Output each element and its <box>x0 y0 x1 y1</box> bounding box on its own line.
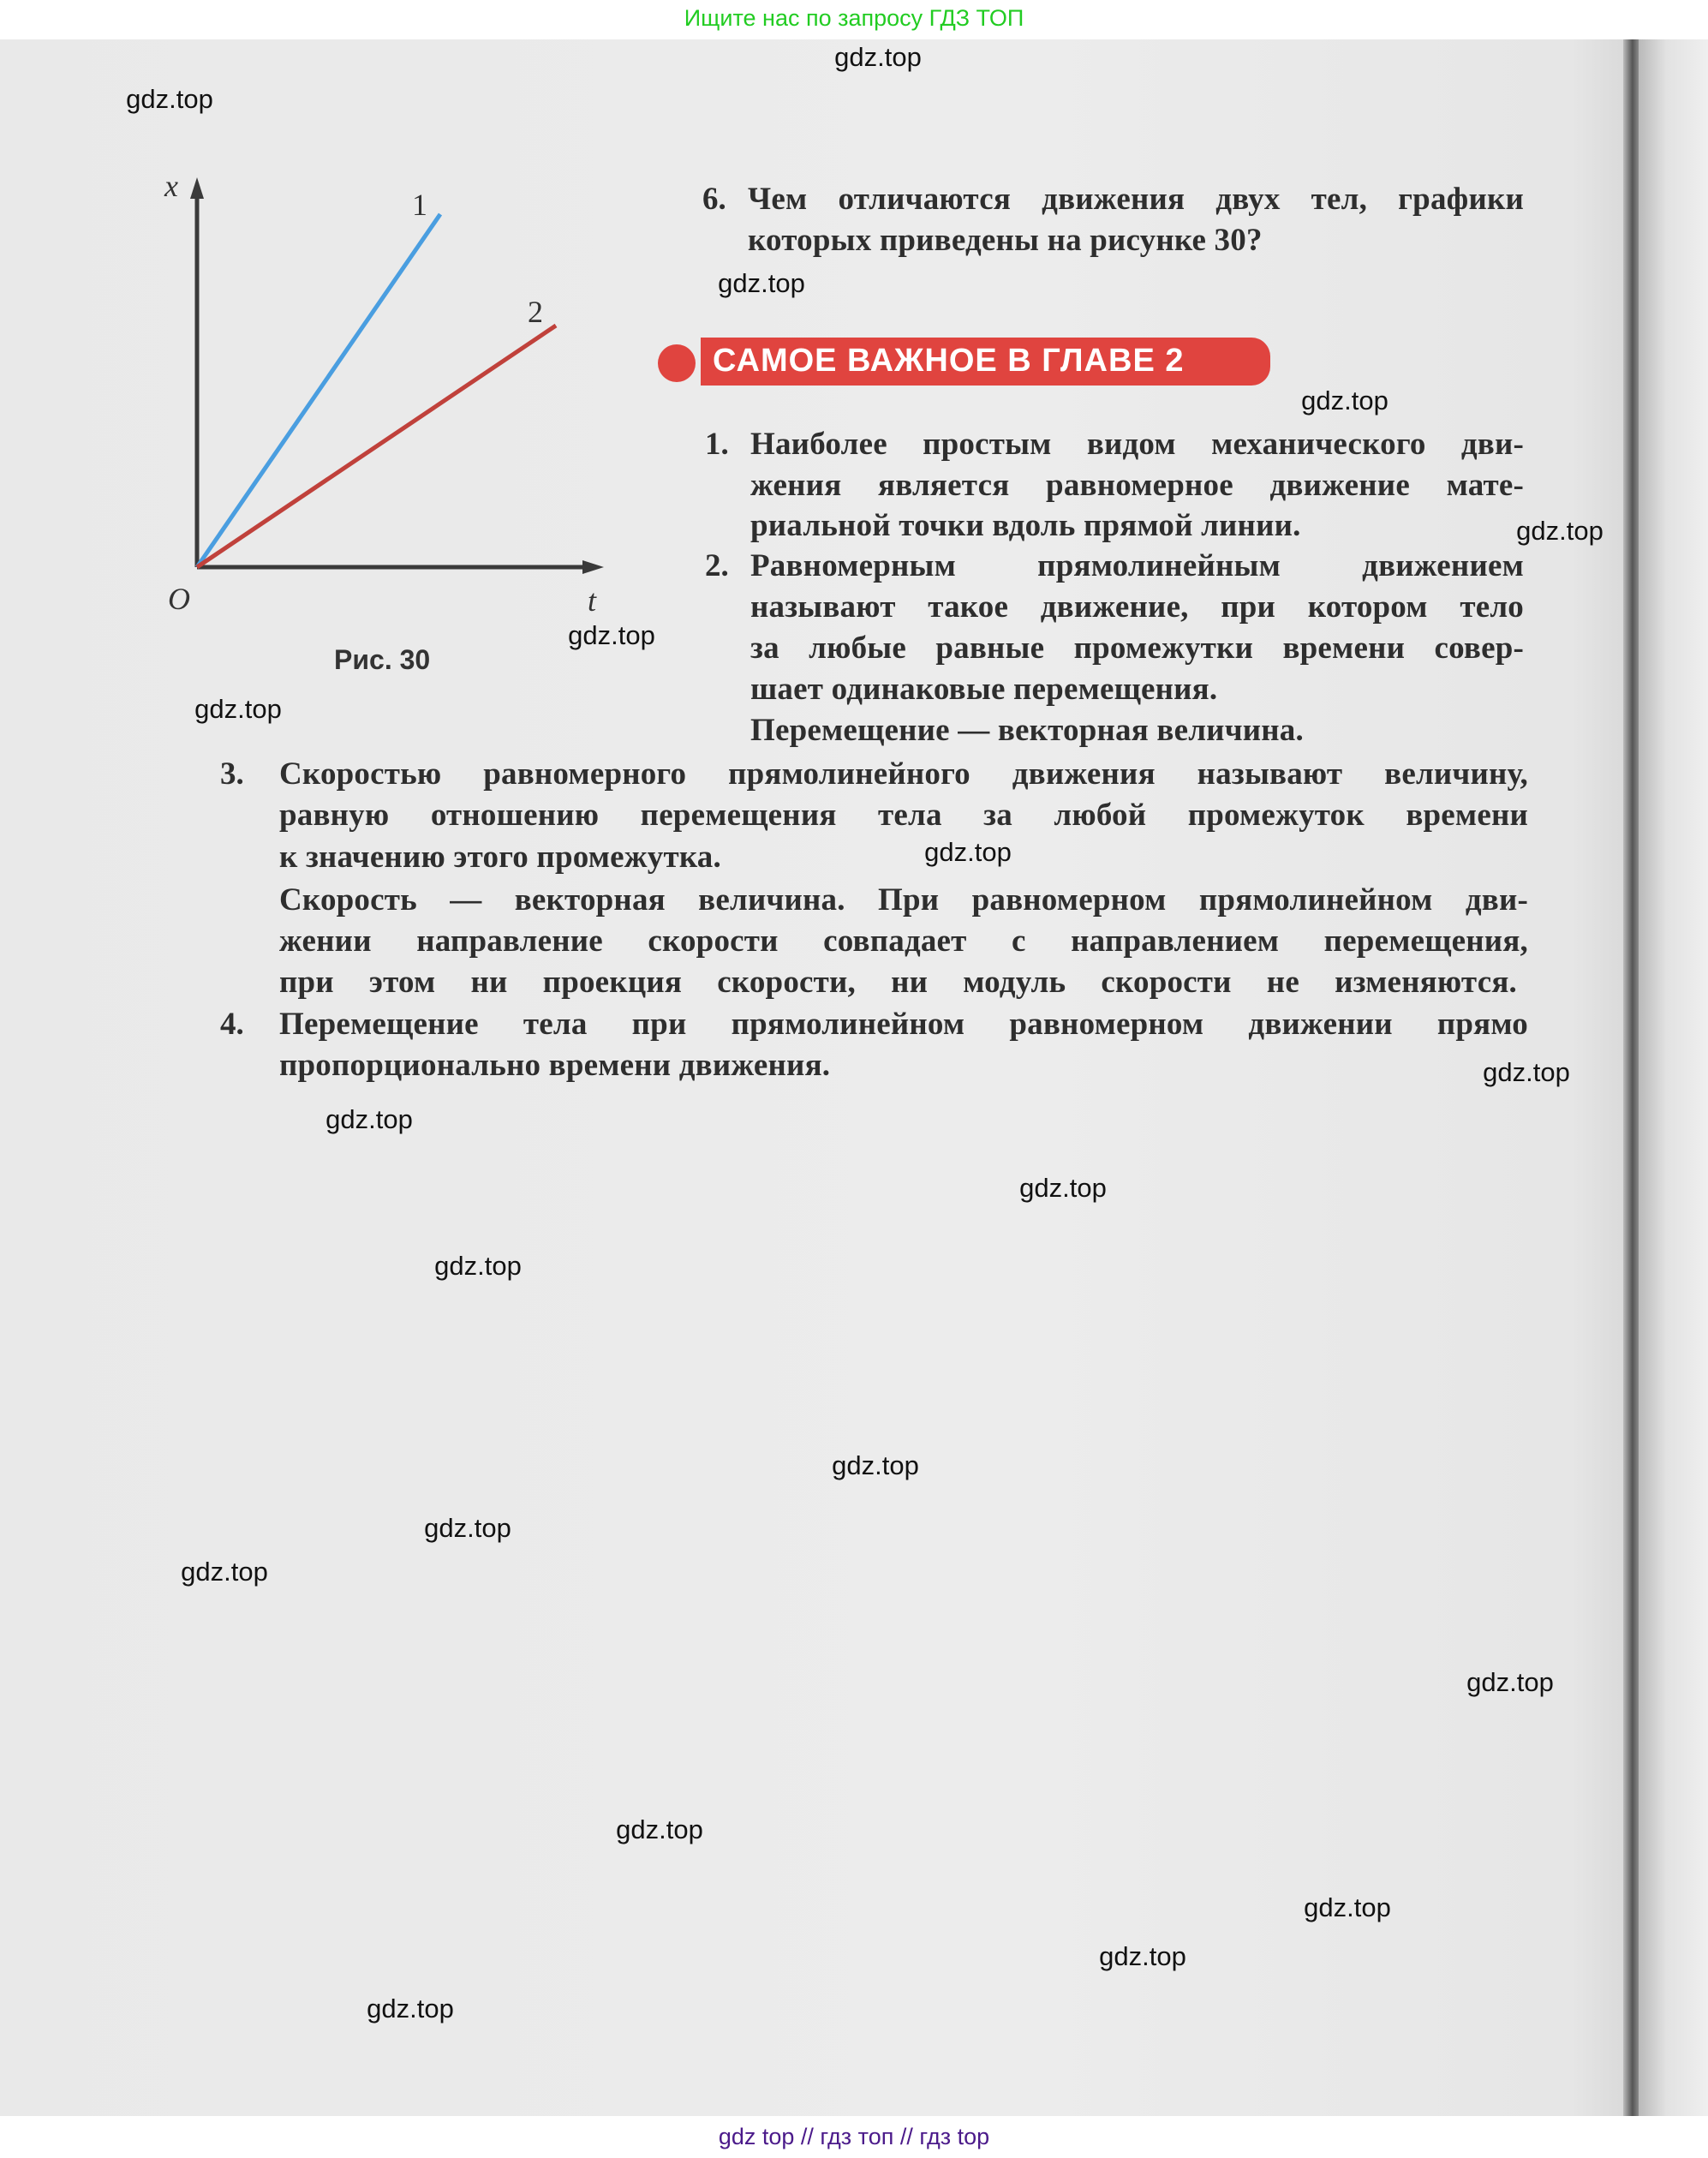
watermark: gdz.top <box>181 1557 268 1587</box>
watermark: gdz.top <box>1099 1941 1186 1971</box>
question-number: 6. <box>702 182 726 217</box>
question-line: которых приведены на рисунке 30? <box>748 223 1263 258</box>
watermark: gdz.top <box>424 1513 511 1543</box>
watermark: gdz.top <box>325 1104 413 1134</box>
point-line: Равномерным прямолинейным движением <box>750 548 1524 583</box>
watermark: gdz.top <box>616 1814 703 1844</box>
watermark: gdz.top <box>194 694 282 724</box>
point-line: к значению этого промежутка. <box>279 840 721 875</box>
footer-text[interactable]: gdz top // гдз топ // гдз top <box>718 2124 990 2149</box>
textbook-page <box>0 39 1708 2116</box>
point-line: Скорость — векторная величина. При равно… <box>279 882 1528 918</box>
x-axis-label: t <box>588 583 597 618</box>
top-search-banner: Ищите нас по запросу ГДЗ ТОП <box>0 0 1708 39</box>
footer-banner: gdz top // гдз топ // гдз top <box>0 2116 1708 2158</box>
watermark: gdz.top <box>1466 1667 1554 1697</box>
point-line: жения является равномерное движение мате… <box>750 468 1524 503</box>
graph-line-2 <box>195 323 558 570</box>
watermark: gdz.top <box>1019 1173 1107 1203</box>
point-line: Перемещение — векторная величина. <box>750 713 1304 748</box>
point-line: называют такое движение, при котором тел… <box>750 589 1524 625</box>
adjacent-page-strip <box>1639 39 1708 2116</box>
question-line: Чем отличаются движения двух тел, график… <box>748 182 1524 217</box>
point-line: Наиболее простым видом механического дви… <box>750 427 1524 462</box>
watermark: gdz.top <box>434 1251 522 1281</box>
point-line: шает одинаковые перемещения. <box>750 672 1218 707</box>
figure-30-graph <box>190 177 604 574</box>
x-axis-arrow <box>582 560 604 574</box>
y-axis-arrow <box>190 177 204 199</box>
y-axis-label: x <box>164 169 178 203</box>
point-number: 1. <box>705 427 729 462</box>
watermark: gdz.top <box>568 620 655 650</box>
line-1-label: 1 <box>412 188 427 222</box>
watermark: gdz.top <box>126 84 213 114</box>
point-line: при этом ни проекция скорости, ни модуль… <box>279 965 1517 1000</box>
figure-caption: Рис. 30 <box>334 644 431 675</box>
point-line: равную отношению перемещения тела за люб… <box>279 798 1528 833</box>
watermark: gdz.top <box>367 1994 454 2023</box>
watermark: gdz.top <box>718 268 805 298</box>
page-binding-edge <box>1623 39 1639 2116</box>
watermark: gdz.top <box>1304 1892 1391 1922</box>
origin-label: O <box>168 582 190 616</box>
point-line: Перемещение тела при прямолинейном равно… <box>279 1007 1528 1042</box>
point-line: риальной точки вдоль прямой линии. <box>750 508 1301 543</box>
watermark: gdz.top <box>924 837 1012 867</box>
point-line: пропорционально времени движения. <box>279 1048 831 1083</box>
watermark: gdz.top <box>832 1450 919 1480</box>
graph-line-1 <box>194 212 443 569</box>
point-line: Скоростью равномерного прямолинейного дв… <box>279 756 1528 792</box>
line-2-label: 2 <box>528 295 543 329</box>
watermark: gdz.top <box>1483 1057 1570 1087</box>
point-number: 2. <box>705 548 729 583</box>
watermark: gdz.top <box>1516 516 1603 546</box>
top-search-text: Ищите нас по запросу ГДЗ ТОП <box>684 5 1024 31</box>
point-line: за любые равные промежутки времени совер… <box>750 631 1524 666</box>
watermark: gdz.top <box>1301 386 1388 415</box>
point-number: 3. <box>220 756 244 792</box>
section-bullet-icon <box>658 344 696 382</box>
section-title-banner: САМОЕ ВАЖНОЕ В ГЛАВЕ 2 <box>701 338 1270 386</box>
point-number: 4. <box>220 1007 244 1042</box>
point-line: жении направление скорости совпадает с н… <box>279 924 1528 959</box>
watermark: gdz.top <box>834 42 922 72</box>
section-title: САМОЕ ВАЖНОЕ В ГЛАВЕ 2 <box>713 343 1185 379</box>
